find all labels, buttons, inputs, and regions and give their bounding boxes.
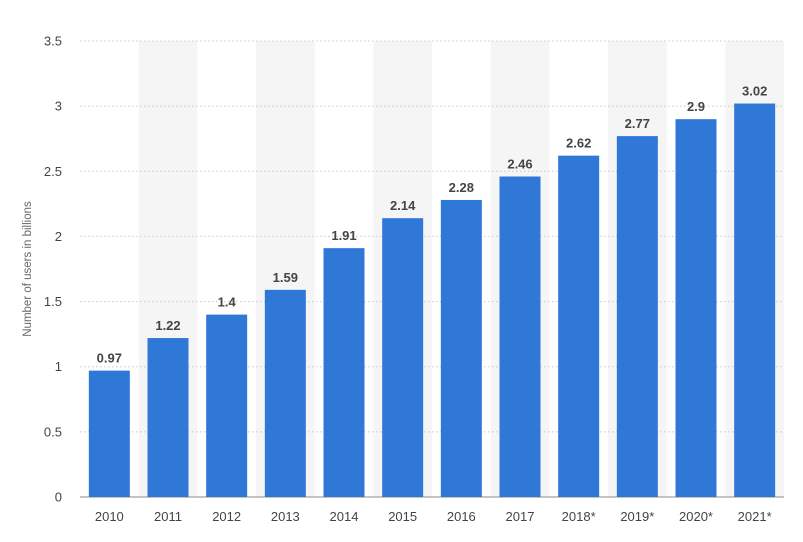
bar [147,338,189,497]
bar [264,289,306,497]
y-tick-label: 3.5 [44,34,62,49]
x-tick-label: 2015 [388,509,417,524]
bar [206,314,248,497]
y-axis-ticks: 0 0.5 1 1.5 2 2.5 3 3.5 [44,34,62,505]
y-tick-label: 0.5 [44,424,62,439]
bar [382,218,424,497]
bar [558,155,600,497]
data-label: 0.97 [97,351,122,366]
value-labels: 0.97 1.22 1.4 1.59 1.91 2.14 2.28 2.46 2.62 2.77 2… [97,84,768,366]
bar [675,119,717,498]
bar [616,136,658,497]
x-tick-label: 2021* [738,509,772,524]
data-label: 1.91 [331,228,356,243]
data-label: 1.59 [273,270,298,285]
data-label: 2.77 [625,116,650,131]
x-tick-label: 2017 [506,509,535,524]
x-tick-label: 2019* [620,509,654,524]
data-label: 2.9 [687,99,705,114]
data-label: 1.4 [218,295,237,310]
y-tick-label: 1.5 [44,294,62,309]
bars [88,103,776,498]
x-tick-label: 2011 [154,509,182,524]
x-tick-label: 2013 [271,509,300,524]
x-tick-label: 2012 [212,509,241,524]
bar [734,103,776,497]
grid-lines [80,40,784,498]
y-tick-label: 2.5 [44,164,62,179]
bar [323,248,365,497]
y-tick-label: 0 [55,490,62,505]
bar [440,199,482,497]
x-tick-label: 2020* [679,509,713,524]
x-tick-label: 2018* [562,509,596,524]
y-axis-title: Number of users in billions [22,201,34,337]
data-label: 2.62 [566,136,591,151]
data-label: 2.46 [507,156,532,171]
x-axis-ticks: 2010 2011 2012 2013 2014 2015 2016 2017 2018* 201… [95,509,772,524]
bar [88,370,130,497]
bar [499,176,541,498]
x-tick-label: 2016 [447,509,476,524]
data-label: 1.22 [155,318,180,333]
data-label: 2.28 [449,180,474,195]
x-tick-label: 2010 [95,509,124,524]
y-tick-label: 3 [55,99,62,114]
x-tick-label: 2014 [330,509,359,524]
data-label: 2.14 [390,198,416,213]
y-tick-label: 2 [55,229,62,244]
data-label: 3.02 [742,84,767,99]
y-tick-label: 1 [55,359,62,374]
